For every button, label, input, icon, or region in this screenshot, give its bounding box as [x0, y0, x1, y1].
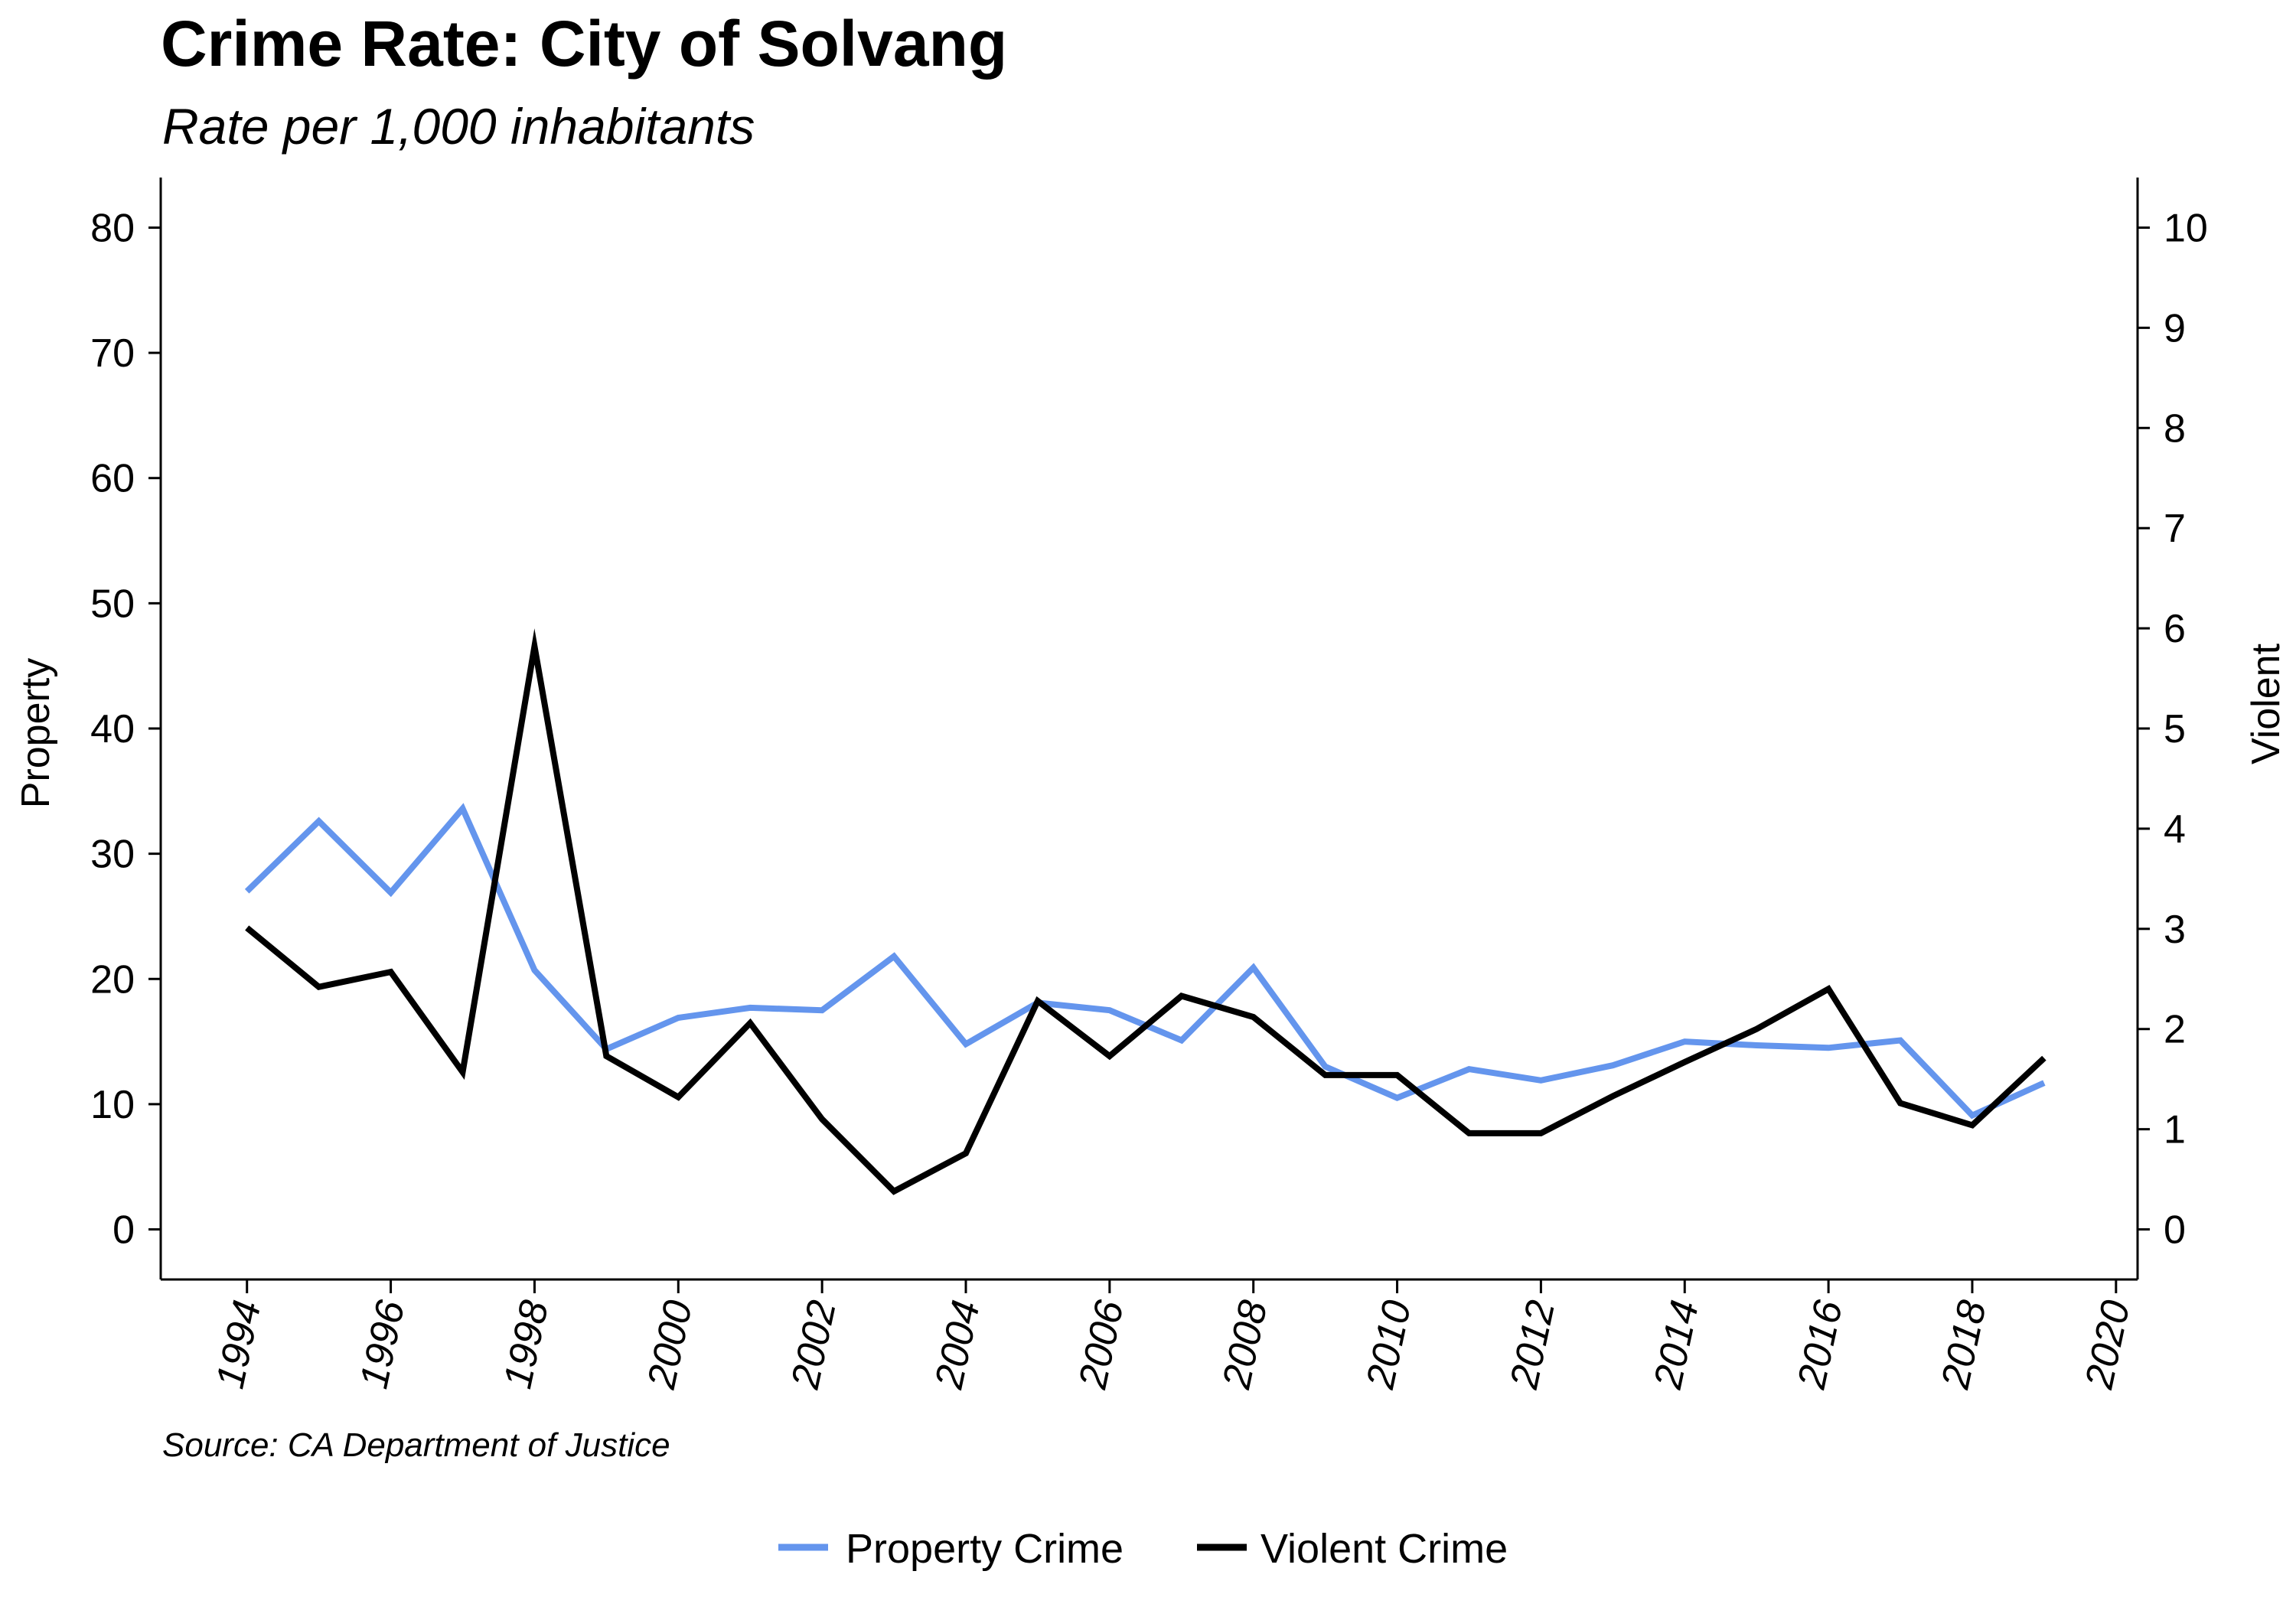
x-tick-label: 2008: [1214, 1296, 1276, 1393]
chart-subtitle: Rate per 1,000 inhabitants: [162, 98, 755, 155]
x-tick-label: 2004: [927, 1296, 989, 1393]
left-tick-label: 0: [113, 1208, 135, 1253]
x-tick-label: 2010: [1358, 1296, 1420, 1393]
right-tick-label: 2: [2164, 1008, 2186, 1052]
left-tick-label: 70: [90, 331, 135, 376]
left-tick-label: 60: [90, 457, 135, 501]
axes: [159, 178, 2139, 1281]
chart-title: Crime Rate: City of Solvang: [161, 8, 1007, 80]
legend: Property Crime Violent Crime: [778, 1526, 1508, 1572]
left-tick-label: 50: [90, 582, 135, 626]
left-tick-label: 80: [90, 206, 135, 250]
left-axis-title: Property: [14, 658, 58, 809]
left-tick-label: 20: [90, 957, 135, 1002]
left-tick-label: 40: [90, 707, 135, 751]
x-tick-label: 2012: [1502, 1296, 1564, 1393]
series-line-property: [244, 803, 2046, 1120]
series-line-violent: [245, 628, 2047, 1195]
series-group: [244, 628, 2047, 1195]
right-tick-label: 8: [2164, 406, 2186, 451]
right-tick-label: 6: [2164, 607, 2186, 651]
right-tick-label: 0: [2164, 1208, 2186, 1253]
right-tick-label: 3: [2164, 908, 2186, 952]
x-tick-label: 2020: [2077, 1296, 2139, 1393]
x-tick-label: 2016: [1789, 1296, 1851, 1393]
x-tick-label: 2018: [1933, 1296, 1995, 1393]
x-tick-label: 2000: [639, 1296, 701, 1393]
x-tick-label: 1998: [495, 1296, 557, 1392]
x-tick-label: 1996: [352, 1296, 414, 1392]
left-tick-label: 30: [90, 833, 135, 877]
ticks: 0 10 20 30 40 50 60 70 80 0 1 2 3 4 5 6 7 8 9 10 1994 1996 199…: [90, 206, 2208, 1393]
right-tick-label: 10: [2164, 206, 2208, 250]
x-tick-label: 1994: [208, 1296, 270, 1392]
x-tick-label: 2006: [1071, 1296, 1133, 1393]
right-tick-label: 1: [2164, 1108, 2186, 1152]
right-tick-label: 5: [2164, 707, 2186, 751]
x-tick-label: 2002: [783, 1296, 845, 1393]
right-tick-label: 9: [2164, 306, 2186, 350]
right-axis-title: Violent: [2244, 643, 2288, 764]
right-tick-label: 7: [2164, 507, 2186, 551]
legend-label-violent: Violent Crime: [1261, 1526, 1508, 1572]
left-tick-label: 10: [90, 1083, 135, 1127]
source-note: Source: CA Department of Justice: [162, 1426, 670, 1464]
legend-label-property: Property Crime: [846, 1526, 1124, 1572]
right-tick-label: 4: [2164, 807, 2186, 852]
x-tick-label: 2014: [1645, 1296, 1707, 1393]
